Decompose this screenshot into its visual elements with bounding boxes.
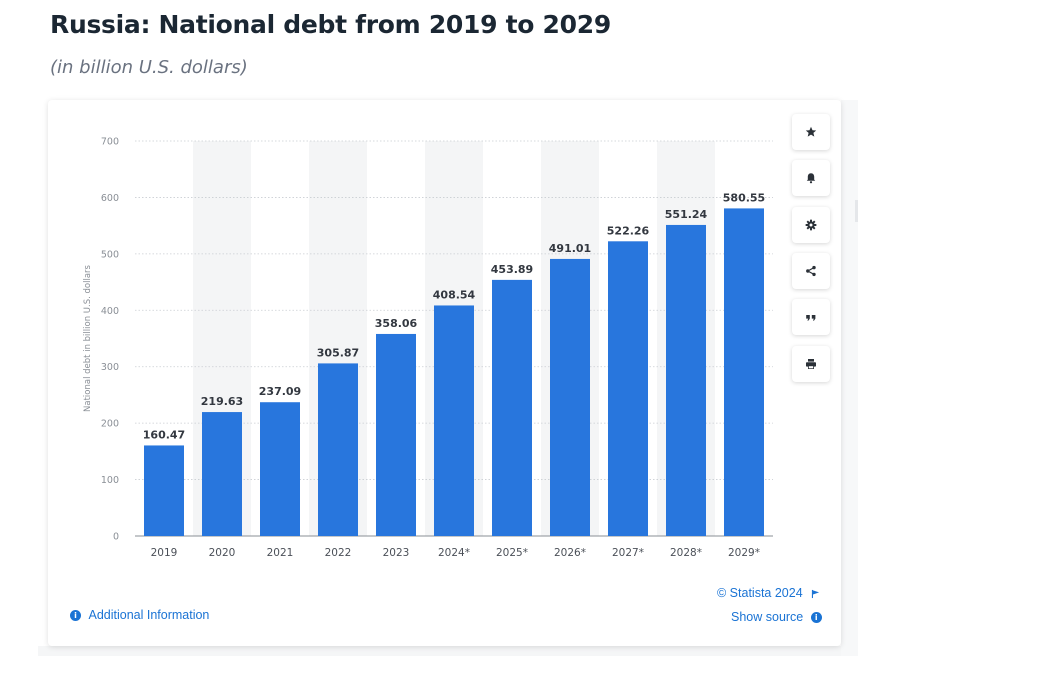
x-tick-label: 2022 — [325, 547, 352, 559]
x-tick-label: 2021 — [267, 547, 294, 559]
info-icon: i — [810, 612, 822, 624]
data-label: 305.87 — [317, 346, 359, 359]
bar[interactable] — [260, 402, 300, 536]
gear-icon — [805, 219, 817, 231]
x-tick-label: 2019 — [151, 547, 178, 559]
x-tick-label: 2026* — [554, 547, 586, 559]
y-axis-title: National debt in billion U.S. dollars — [83, 264, 93, 412]
page-title: Russia: National debt from 2019 to 2029 — [50, 10, 611, 39]
x-tick-label: 2028* — [670, 547, 702, 559]
data-label: 453.89 — [491, 263, 533, 276]
print-button[interactable] — [792, 346, 830, 382]
x-tick-label: 2024* — [438, 547, 470, 559]
y-tick-label: 100 — [101, 475, 119, 486]
additional-information-link[interactable]: i Additional Information — [70, 608, 209, 622]
share-icon — [806, 265, 816, 277]
x-axis-labels: 2019 2020 2021 2022 2023 2024* 2025* 2026* 2027*… — [151, 547, 760, 559]
side-rail-notch — [855, 200, 858, 222]
bar[interactable] — [318, 363, 358, 536]
x-tick-label: 2023 — [383, 547, 410, 559]
notification-button[interactable] — [792, 160, 830, 196]
show-source-label: Show source — [731, 610, 804, 624]
bar[interactable] — [666, 224, 706, 536]
y-tick-label: 500 — [101, 249, 119, 260]
bars — [144, 208, 764, 536]
y-axis-ticks: 0 100 200 300 400 500 600 700 — [101, 137, 119, 543]
bar[interactable] — [144, 445, 184, 536]
additional-information-label: Additional Information — [88, 608, 210, 622]
y-tick-label: 200 — [101, 419, 119, 430]
bar[interactable] — [492, 279, 532, 536]
side-rail — [841, 100, 858, 656]
cite-button[interactable] — [792, 299, 830, 335]
y-tick-label: 600 — [101, 193, 119, 204]
page-subtitle: (in billion U.S. dollars) — [50, 57, 248, 78]
share-button[interactable] — [792, 253, 830, 289]
copyright-label: © Statista 2024 — [717, 586, 803, 600]
data-label: 408.54 — [433, 288, 476, 301]
y-tick-label: 0 — [113, 532, 119, 543]
data-label: 491.01 — [549, 242, 591, 255]
data-label: 160.47 — [143, 428, 185, 441]
data-label: 551.24 — [665, 208, 708, 221]
data-label: 219.63 — [201, 395, 243, 408]
y-tick-label: 700 — [101, 137, 119, 148]
data-label: 522.26 — [607, 224, 650, 237]
settings-button[interactable] — [792, 207, 830, 243]
x-tick-label: 2029* — [728, 547, 760, 559]
info-icon: i — [70, 610, 81, 622]
data-label: 237.09 — [259, 385, 301, 398]
data-label: 358.06 — [375, 317, 418, 330]
x-tick-label: 2027* — [612, 547, 644, 559]
star-icon — [805, 126, 817, 137]
copyright-link[interactable]: © Statista 2024 — [717, 586, 820, 600]
bell-icon — [806, 173, 816, 184]
favorite-button[interactable] — [792, 114, 830, 150]
data-labels: 160.47 219.63 237.09 305.87 358.06 408.54 453.… — [143, 191, 765, 441]
flag-icon — [812, 589, 820, 598]
bar[interactable] — [202, 412, 242, 536]
x-tick-label: 2020 — [209, 547, 236, 559]
y-tick-label: 300 — [101, 362, 119, 373]
data-label: 580.55 — [723, 191, 765, 204]
x-tick-label: 2025* — [496, 547, 528, 559]
show-source-link[interactable]: Show source i — [731, 610, 822, 624]
bar[interactable] — [434, 305, 474, 536]
bar[interactable] — [724, 208, 764, 536]
y-tick-label: 400 — [101, 306, 119, 317]
card-shadow-strip — [38, 646, 858, 656]
quote-icon — [806, 315, 816, 321]
bar[interactable] — [550, 258, 590, 536]
bar[interactable] — [608, 241, 648, 536]
printer-icon — [806, 359, 816, 369]
bar[interactable] — [376, 333, 416, 536]
